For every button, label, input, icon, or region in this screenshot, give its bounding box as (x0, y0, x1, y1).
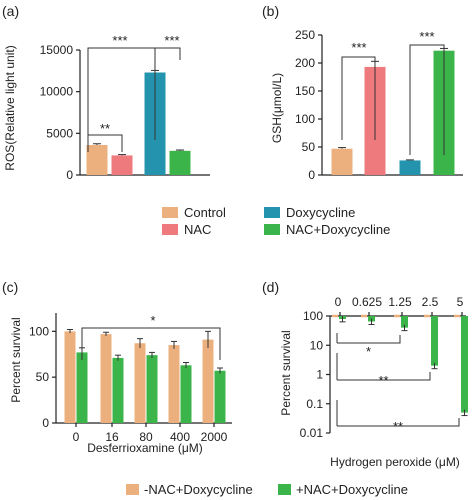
panel-b-ytick-label: 250 (295, 28, 315, 42)
panel-c-bar (146, 355, 158, 423)
panel-a-bar (111, 155, 133, 175)
legend-label-control: Control (184, 205, 226, 220)
legend-swatch-plus-nac (278, 484, 291, 495)
panel-b-chart: (b) GSH(μmol/L) 0 50 100 150 200 250 *** *** (262, 3, 463, 182)
legend-swatch-minus-nac (126, 484, 139, 495)
panel-d-bar (431, 316, 438, 366)
panel-d-sig-1-bracket (336, 333, 401, 344)
panel-a-ytick-label: 15000 (40, 43, 74, 57)
panel-d-ytick-label: 0.1 (306, 397, 323, 411)
panel-a-ylabel: ROS(Relative light unit) (3, 45, 17, 170)
panel-d-label: (d) (262, 279, 279, 295)
panel-d-xtick-label: 0 (335, 295, 342, 309)
panel-d-xlabel: Hydrogen peroxide (μM) (330, 455, 460, 469)
panel-c-label: (c) (2, 279, 18, 295)
panel-b-sig-1-bracket (341, 56, 376, 140)
legend-swatch-nac (162, 224, 178, 235)
panel-a-label: (a) (2, 3, 19, 19)
legend-label-nac: NAC (184, 222, 211, 237)
panel-d-xtick-label: 0.625 (352, 295, 382, 309)
panel-c-bar (112, 357, 124, 423)
panel-c-bar (214, 370, 226, 423)
panel-d-ytick-label: 10 (310, 338, 324, 352)
panel-b-bar (399, 160, 421, 175)
panel-d-sig-3-label: ** (393, 419, 403, 434)
panel-a-ytick-label: 0 (66, 168, 73, 182)
panel-d-sig-2-label: ** (378, 373, 388, 388)
panel-c-ytick-label: 0 (42, 416, 49, 430)
panel-c-bar (134, 343, 146, 423)
panel-c-xtick-label: 80 (139, 430, 153, 444)
legend-label-doxy: Doxycycline (286, 205, 355, 220)
panel-c-ytick-label: 50 (36, 370, 50, 384)
panel-c-chart: (c) Percent survival Desferrioxamine (μM… (2, 279, 232, 455)
panel-b-sig-2-label: *** (419, 29, 434, 44)
panel-a-sig-3-label: *** (164, 33, 179, 48)
panel-c-bar (202, 339, 214, 423)
panel-a-ytick-label: 10000 (40, 85, 74, 99)
panel-b-sig-2-bracket (409, 44, 445, 155)
panel-b-ytick-label: 200 (295, 56, 315, 70)
panel-a-bar (86, 145, 108, 175)
panel-c-bar (180, 365, 192, 423)
panel-d-ytick-label: 100 (303, 309, 323, 323)
panel-a-sig-3-bracket (154, 47, 181, 60)
panel-c-xtick-label: 0 (73, 430, 80, 444)
panel-c-xtick-label: 16 (105, 430, 119, 444)
panel-d-sig-3-bracket (336, 400, 460, 427)
panel-a-bar (169, 150, 191, 175)
panel-d-sig-2-bracket (336, 353, 431, 381)
panel-c-sig-1-bracket (81, 327, 221, 360)
panel-c-xtick-label: 2000 (201, 430, 228, 444)
panel-c-sig-1-label: * (150, 313, 155, 328)
panel-b-ytick-label: 50 (302, 140, 316, 154)
panel-b-bar (331, 148, 353, 175)
panel-a-chart: (a) ROS(Relative light unit) 0 5000 10000 1… (2, 3, 210, 182)
panel-d-chart: (d) Percent survival Hydrogen peroxide (… (262, 279, 468, 469)
panel-c-xtick-label: 400 (170, 430, 190, 444)
panel-b-ylabel: GSH(μmol/L) (270, 73, 284, 143)
panel-a-sig-1-label: ** (100, 121, 110, 136)
panel-a-sig-2-label: *** (112, 33, 127, 48)
panel-d-ytick-label: 0.01 (300, 426, 324, 440)
panel-d-bar (401, 316, 408, 328)
panel-b-ytick-label: 0 (308, 168, 315, 182)
panel-c-bar (64, 331, 76, 423)
panel-d-bar (461, 316, 468, 413)
panel-c-ytick-label: 100 (29, 324, 49, 338)
panel-d-xtick-label: 5 (457, 295, 464, 309)
panel-a-ytick-label: 5000 (46, 126, 73, 140)
panel-a-sig-1-bracket (87, 134, 123, 152)
legend-top: Control NAC Doxycycline NAC+Doxycycline (162, 205, 390, 237)
panel-c-bar (76, 352, 88, 423)
panel-b-label: (b) (262, 3, 279, 19)
panel-c-bar (168, 345, 180, 423)
legend-swatch-doxy (264, 207, 280, 218)
panel-b-sig-1-label: *** (351, 40, 366, 55)
panel-d-sig-1-label: * (366, 344, 371, 359)
legend-swatch-control (162, 207, 178, 218)
panel-d-xtick-label: 2.5 (422, 295, 439, 309)
legend-bottom: -NAC+Doxycycline +NAC+Doxycycline (126, 482, 408, 497)
legend-label-plus-nac: +NAC+Doxycycline (296, 482, 408, 497)
panel-d-ylabel: Percent survival (279, 330, 293, 415)
legend-label-minus-nac: -NAC+Doxycycline (144, 482, 253, 497)
panel-a-sig-2-bracket (87, 47, 156, 140)
panel-c-xlabel: Desferrioxamine (μM) (87, 441, 203, 455)
panel-b-ytick-label: 150 (295, 84, 315, 98)
panel-c-ylabel: Percent survival (9, 317, 23, 402)
legend-label-nacdoxy: NAC+Doxycycline (286, 222, 390, 237)
panel-d-xtick-label: 1.25 (388, 295, 412, 309)
panel-b-ytick-label: 100 (295, 112, 315, 126)
panel-d-ytick-label: 1 (316, 368, 323, 382)
legend-swatch-nacdoxy (264, 224, 280, 235)
panel-c-bar (100, 334, 112, 423)
